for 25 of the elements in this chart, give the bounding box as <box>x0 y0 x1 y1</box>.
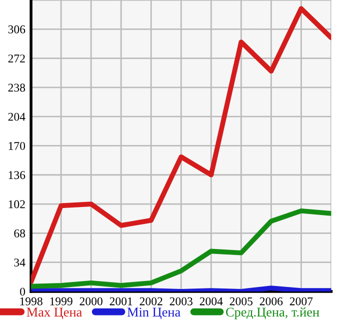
legend-label: Min Цена <box>127 308 180 320</box>
y-tick-label: 102 <box>8 200 25 208</box>
x-tick-label: 1999 <box>50 297 72 306</box>
y-tick-label: 68 <box>14 229 26 238</box>
y-tick-label: 204 <box>8 112 26 121</box>
x-tick-label: 2007 <box>290 297 313 306</box>
x-tick-label: 2003 <box>170 297 192 306</box>
x-tick-label: 2005 <box>230 297 252 306</box>
x-tick-label: 2002 <box>140 297 162 306</box>
y-tick-label: 306 <box>8 25 26 34</box>
x-tick-label: 2006 <box>260 297 283 306</box>
x-tick-label: 2001 <box>110 297 132 306</box>
x-tick-label: 2004 <box>200 297 223 306</box>
y-tick-label: 136 <box>8 171 26 180</box>
x-tick-label: 2000 <box>80 297 102 306</box>
y-tick-label: 170 <box>8 142 26 150</box>
x-tick-label: 1998 <box>20 297 42 306</box>
legend-label: Max Цена <box>26 308 82 320</box>
y-tick-label: 0 <box>20 288 26 296</box>
y-tick-label: 34 <box>14 258 26 267</box>
legend-label: Сред.Цена, т.йен <box>226 307 320 320</box>
y-tick-label: 238 <box>8 84 26 92</box>
line-series <box>31 6 332 284</box>
y-tick-label: 272 <box>8 54 25 62</box>
line-series <box>31 208 332 289</box>
